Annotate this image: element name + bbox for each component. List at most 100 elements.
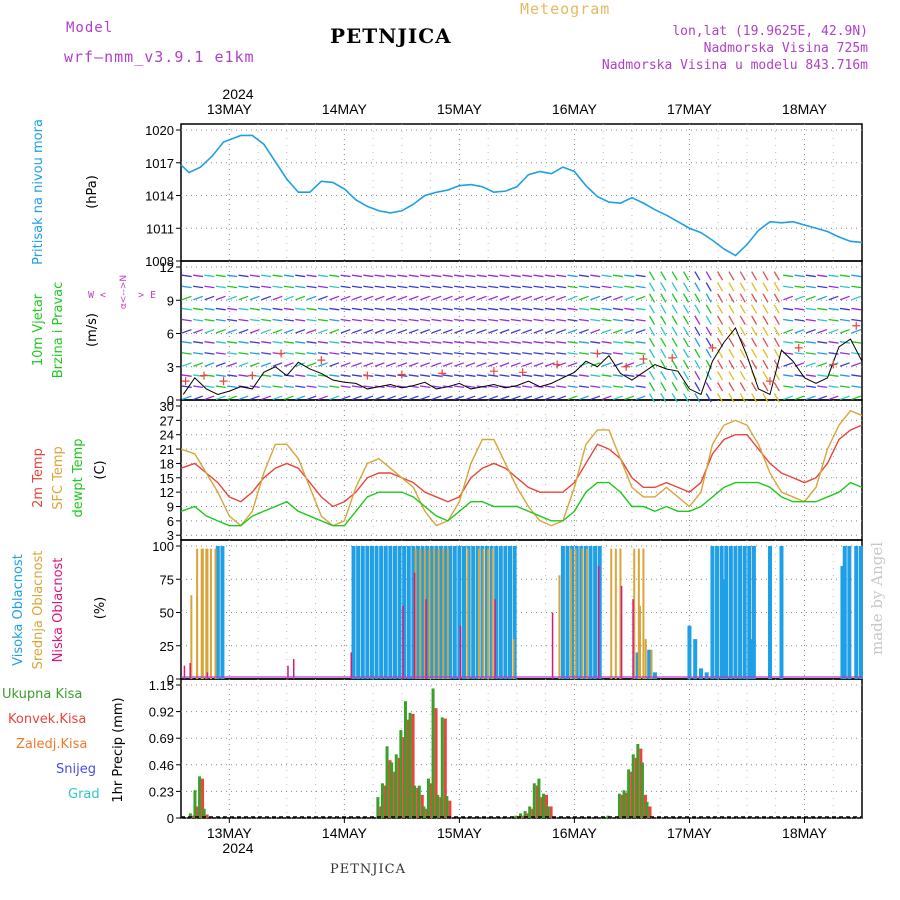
wind-arrow bbox=[510, 341, 521, 344]
wind-gust-marker bbox=[219, 377, 228, 386]
wind-arrow bbox=[227, 374, 238, 377]
wind-arrow bbox=[567, 328, 578, 334]
wind-arrow bbox=[578, 274, 589, 278]
wind-arrow bbox=[272, 285, 283, 289]
wind-arrow bbox=[851, 385, 862, 389]
wind-arrow bbox=[295, 295, 306, 301]
wind-arrow bbox=[510, 295, 521, 301]
cloud-high-bar bbox=[579, 546, 584, 679]
wind-arrow bbox=[751, 359, 758, 370]
wind-arrow bbox=[839, 362, 850, 367]
wind-arrow bbox=[533, 274, 544, 278]
precip-total-bar bbox=[440, 717, 444, 818]
wind-arrow bbox=[794, 285, 805, 289]
wind-arrow bbox=[431, 318, 442, 322]
wind-arrow bbox=[227, 328, 238, 334]
wind-arrow bbox=[624, 318, 635, 322]
wind-arrow bbox=[773, 348, 780, 359]
wind-ylabel: (m/s) bbox=[85, 313, 100, 347]
wind-arrow bbox=[249, 318, 260, 322]
clouds-ytick-label: 100 bbox=[152, 539, 174, 554]
cloud-mid-bar bbox=[442, 548, 445, 679]
temperature-ytick-label: 3 bbox=[167, 528, 174, 543]
wind-arrow bbox=[839, 328, 850, 334]
precip-conv-bar bbox=[383, 785, 387, 818]
precip-conv-bar bbox=[549, 806, 553, 818]
wind-gust-marker bbox=[363, 371, 372, 380]
precip-total-bar bbox=[617, 793, 621, 818]
pressure-ytick-label: 1020 bbox=[145, 123, 174, 138]
wind-arrow bbox=[556, 328, 567, 334]
wind-arrow bbox=[544, 374, 555, 377]
wind-arrow bbox=[465, 352, 476, 355]
cloud-high-bar bbox=[448, 546, 453, 679]
footer-station: PETNJICA bbox=[330, 862, 406, 877]
wind-arrow bbox=[227, 318, 238, 322]
wind-arrow bbox=[499, 274, 510, 278]
wind-arrow bbox=[817, 318, 828, 322]
wind-arrow bbox=[283, 395, 294, 401]
precip-conv-bar bbox=[201, 778, 205, 818]
wind-arrow bbox=[261, 285, 272, 289]
wind-arrow bbox=[317, 295, 328, 301]
wind-arrow bbox=[739, 393, 746, 403]
wind-arrow bbox=[648, 337, 656, 348]
wind-arrow bbox=[420, 374, 431, 377]
precip-total-bar bbox=[193, 790, 197, 818]
wind-arrow bbox=[705, 271, 712, 281]
wind-arrow bbox=[215, 328, 226, 334]
cloud-high-bar bbox=[429, 546, 434, 679]
wind-arrow bbox=[762, 370, 769, 381]
wind-arrow bbox=[717, 348, 724, 359]
wind-arrow bbox=[238, 285, 249, 289]
wind-arrow bbox=[660, 393, 667, 403]
wind-arrow bbox=[193, 295, 204, 301]
wind-arrow bbox=[522, 328, 533, 334]
wind-arrow bbox=[578, 307, 589, 311]
wind-arrow bbox=[828, 385, 839, 389]
wind-arrow bbox=[329, 328, 340, 334]
wind-arrow bbox=[317, 285, 328, 289]
wind-arrow bbox=[851, 307, 862, 311]
wind-arrow bbox=[363, 362, 374, 367]
wind-arrow bbox=[238, 274, 249, 278]
wind-arrow bbox=[454, 295, 465, 301]
precip-conv-bar bbox=[393, 771, 397, 818]
wind-arrow bbox=[386, 395, 396, 401]
wind-arrow bbox=[374, 318, 385, 322]
wind-arrow bbox=[828, 328, 839, 334]
wind-arrow bbox=[317, 395, 328, 401]
cloud-high-bar bbox=[512, 546, 517, 679]
wind-arrow bbox=[794, 352, 805, 355]
wind-arrow bbox=[794, 385, 805, 389]
wind-arrow bbox=[682, 370, 690, 381]
cloud-high-bar bbox=[724, 546, 729, 679]
cloud-high-bar bbox=[750, 639, 755, 679]
wind-arrow bbox=[306, 395, 317, 401]
cloud-high-bar bbox=[461, 546, 466, 679]
wind-arrow bbox=[839, 295, 850, 301]
wind-arrow bbox=[751, 326, 758, 336]
wind-arrow bbox=[728, 359, 735, 370]
wind-arrow bbox=[783, 341, 794, 344]
wind-arrow bbox=[783, 362, 794, 367]
cloud-mid-bar bbox=[650, 649, 653, 679]
wind-arrow bbox=[340, 307, 351, 311]
wind-arrow bbox=[385, 307, 397, 311]
wind-arrow bbox=[694, 326, 701, 336]
wind-arrow bbox=[215, 374, 226, 377]
cloud-high-bar bbox=[698, 668, 703, 679]
temperature-ytick-label: 6 bbox=[167, 514, 174, 529]
precip-conv-bar bbox=[388, 760, 392, 818]
cloud-high-bar bbox=[457, 546, 462, 679]
wind-arrow bbox=[238, 341, 249, 344]
wind-arrow bbox=[215, 285, 226, 289]
wind-arrow bbox=[510, 374, 521, 377]
wind-arrow bbox=[329, 285, 340, 289]
precip-total-bar bbox=[403, 701, 407, 818]
model-label: Model bbox=[66, 20, 114, 36]
wind-arrow bbox=[533, 318, 544, 322]
cloud-mid-bar bbox=[428, 548, 431, 679]
wind-arrow bbox=[329, 395, 340, 401]
cloud-mid-bar bbox=[209, 548, 212, 679]
